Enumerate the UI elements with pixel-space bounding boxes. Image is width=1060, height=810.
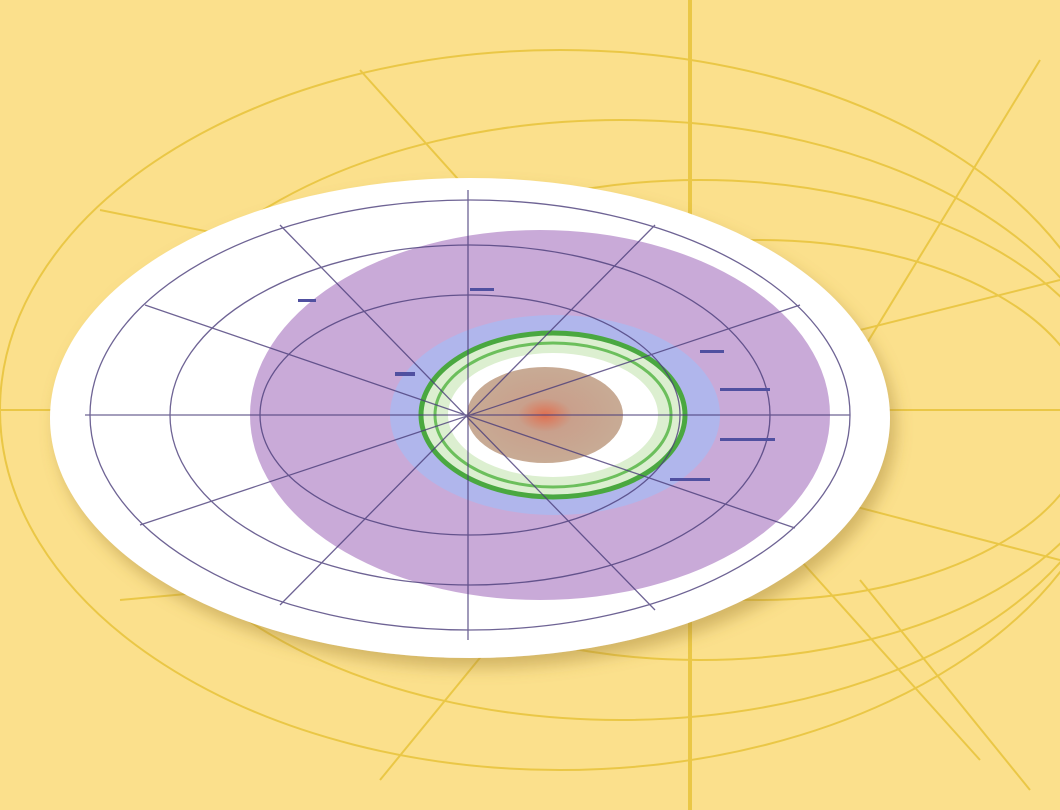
polar-grid (85, 190, 851, 640)
small-markers (298, 288, 775, 481)
